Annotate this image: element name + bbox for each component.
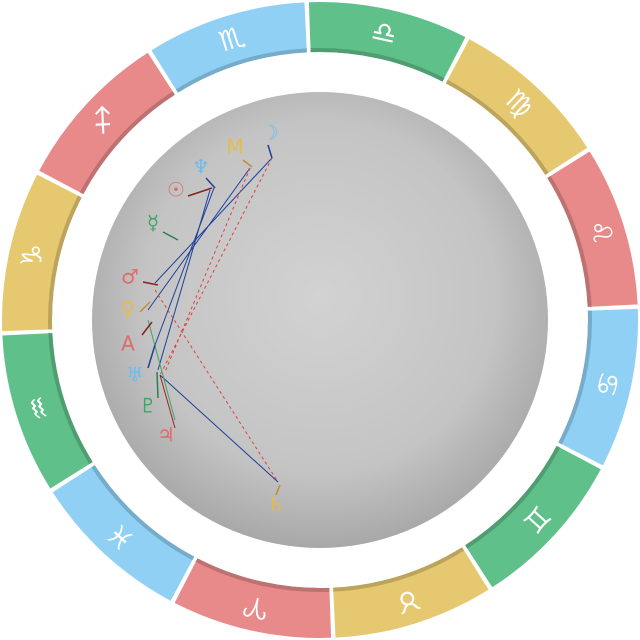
zodiac-segment-edge (195, 558, 330, 592)
aspect-line (159, 157, 273, 376)
planet-tick (187, 187, 213, 197)
zodiac-segment (174, 558, 332, 638)
zodiac-segment (39, 52, 175, 195)
aspect-line (164, 167, 251, 373)
zodiac-segment (1, 174, 82, 332)
planets: ☽ M ♆ ☉ ☿ ♂ ♀ A ♅ ♇ ♃ ♄ (121, 121, 285, 517)
aspect-line (154, 289, 279, 483)
zodiac-segment-edge (91, 465, 195, 561)
aspect-lines (147, 157, 279, 483)
planet-glyph: ♄ (267, 493, 285, 517)
planet-ticks (139, 144, 281, 496)
zodiac-segment (558, 308, 638, 466)
planet-tick (242, 159, 253, 168)
planet-tick (141, 321, 153, 336)
zodiac-segment-edge (558, 310, 592, 445)
aspect-line (147, 319, 176, 421)
planet-glyph: M (226, 135, 243, 159)
planet-tick (267, 144, 273, 159)
zodiac-segment-edge (465, 445, 561, 549)
aspect-line (154, 187, 215, 346)
planet-tick (147, 344, 156, 369)
planet-tick (156, 371, 159, 399)
zodiac-segment-edge (175, 48, 307, 93)
zodiac-segment (151, 2, 307, 93)
planet-glyph: ♀ (121, 297, 136, 321)
inner-disc (92, 92, 548, 548)
zodiac-segment (333, 547, 489, 638)
zodiac-segment (445, 39, 588, 175)
aspect-line (159, 374, 279, 483)
aspect-line (154, 157, 273, 284)
zodiac-segment-edge (79, 91, 175, 195)
planet-glyph: ☉ (167, 178, 185, 202)
zodiac-segment-edge (547, 175, 592, 307)
zodiac-segment-edge (445, 79, 549, 175)
planet-tick (205, 177, 216, 189)
zodiac-segment-edge (310, 48, 445, 82)
zodiac-segment (465, 445, 601, 588)
planet-glyph: ♃ (157, 423, 175, 447)
zodiac-segment (52, 465, 195, 601)
zodiac-segment-edge (48, 195, 82, 330)
zodiac-segment-edge (48, 333, 93, 465)
planet-glyph: ♆ (192, 155, 210, 179)
planet-glyph: ♂ (121, 265, 139, 289)
planet-glyph: A (121, 332, 135, 356)
planet-tick (275, 484, 281, 496)
planet-tick (139, 301, 151, 313)
zodiac-segment (2, 333, 93, 489)
planet-glyph: ♇ (139, 394, 157, 418)
aspect-line (159, 374, 176, 429)
aspect-line (157, 189, 211, 371)
planet-glyph: ♅ (126, 363, 144, 387)
zodiac-segment (547, 151, 638, 307)
zodiac-segment (308, 1, 466, 82)
planet-glyph: ☿ (147, 211, 159, 235)
aspect-line (147, 167, 251, 311)
planet-glyph: ☽ (261, 121, 279, 145)
zodiac-segment-edge (333, 547, 465, 592)
planet-tick (162, 231, 179, 241)
planet-tick (142, 281, 159, 286)
